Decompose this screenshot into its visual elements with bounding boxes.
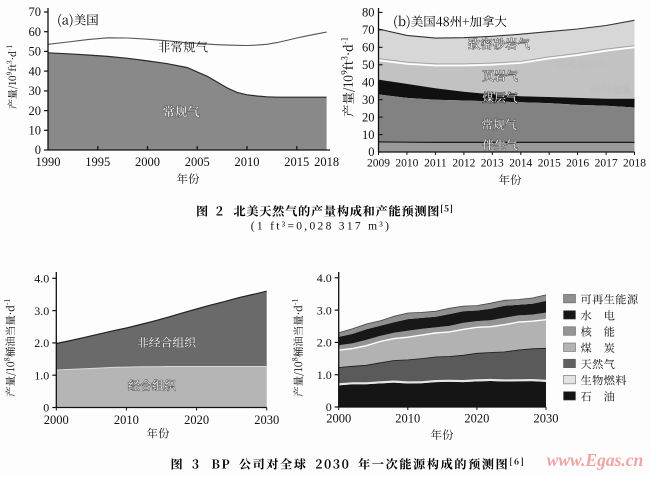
svg-text:1990: 1990 [36, 155, 61, 169]
svg-text:4.0: 4.0 [317, 271, 332, 285]
svg-text:10: 10 [362, 128, 375, 142]
svg-text:2018: 2018 [623, 158, 646, 170]
svg-text:2.0: 2.0 [317, 336, 332, 350]
svg-text:2015: 2015 [284, 155, 309, 169]
svg-text:0: 0 [43, 401, 49, 415]
svg-text:70: 70 [362, 23, 375, 37]
svg-text:2000: 2000 [135, 155, 160, 169]
svg-text:20: 20 [29, 104, 42, 118]
svg-text:1995: 1995 [85, 155, 110, 169]
svg-text:60: 60 [29, 25, 42, 39]
svg-text:2009: 2009 [367, 158, 390, 170]
svg-text:2030: 2030 [534, 412, 559, 426]
svg-text:2010: 2010 [395, 158, 418, 170]
svg-text:2012: 2012 [452, 158, 475, 170]
svg-text:10: 10 [29, 124, 42, 138]
svg-text:2011: 2011 [424, 158, 447, 170]
svg-text:0: 0 [368, 145, 374, 159]
svg-text:30: 30 [362, 93, 375, 107]
svg-text:2.0: 2.0 [34, 336, 49, 350]
svg-text:(1 ft³=0,028 317 m³): (1 ft³=0,028 317 m³) [251, 221, 392, 233]
svg-text:30: 30 [29, 84, 42, 98]
svg-text:2030: 2030 [254, 413, 279, 427]
svg-text:2013: 2013 [481, 158, 504, 170]
svg-text:80: 80 [362, 6, 375, 20]
svg-text:2015: 2015 [538, 158, 561, 170]
svg-text:3.0: 3.0 [34, 304, 49, 318]
svg-text:40: 40 [29, 64, 42, 78]
svg-text:2005: 2005 [185, 155, 210, 169]
svg-text:2010: 2010 [114, 413, 139, 427]
svg-text:50: 50 [29, 45, 42, 59]
svg-text:2014: 2014 [509, 158, 532, 170]
svg-text:2018: 2018 [314, 155, 339, 169]
svg-text:2010: 2010 [235, 155, 260, 169]
svg-text:60: 60 [362, 41, 375, 55]
svg-text:2020: 2020 [464, 412, 489, 426]
svg-text:20: 20 [362, 110, 375, 124]
svg-text:3.0: 3.0 [317, 303, 332, 317]
svg-text:1.0: 1.0 [317, 368, 332, 382]
svg-text:0: 0 [35, 143, 41, 157]
svg-text:www.Egas.cn: www.Egas.cn [547, 450, 644, 470]
svg-text:2020: 2020 [184, 413, 209, 427]
svg-text:70: 70 [29, 5, 42, 19]
svg-text:2000: 2000 [44, 413, 69, 427]
svg-text:0: 0 [326, 400, 332, 414]
svg-text:4.0: 4.0 [34, 272, 49, 286]
svg-text:50: 50 [362, 58, 375, 72]
svg-text:2016: 2016 [566, 158, 589, 170]
svg-text:2017: 2017 [595, 158, 618, 170]
svg-text:1.0: 1.0 [34, 368, 49, 382]
svg-text:40: 40 [362, 75, 375, 89]
svg-text:2000: 2000 [326, 412, 351, 426]
svg-text:2010: 2010 [395, 412, 420, 426]
